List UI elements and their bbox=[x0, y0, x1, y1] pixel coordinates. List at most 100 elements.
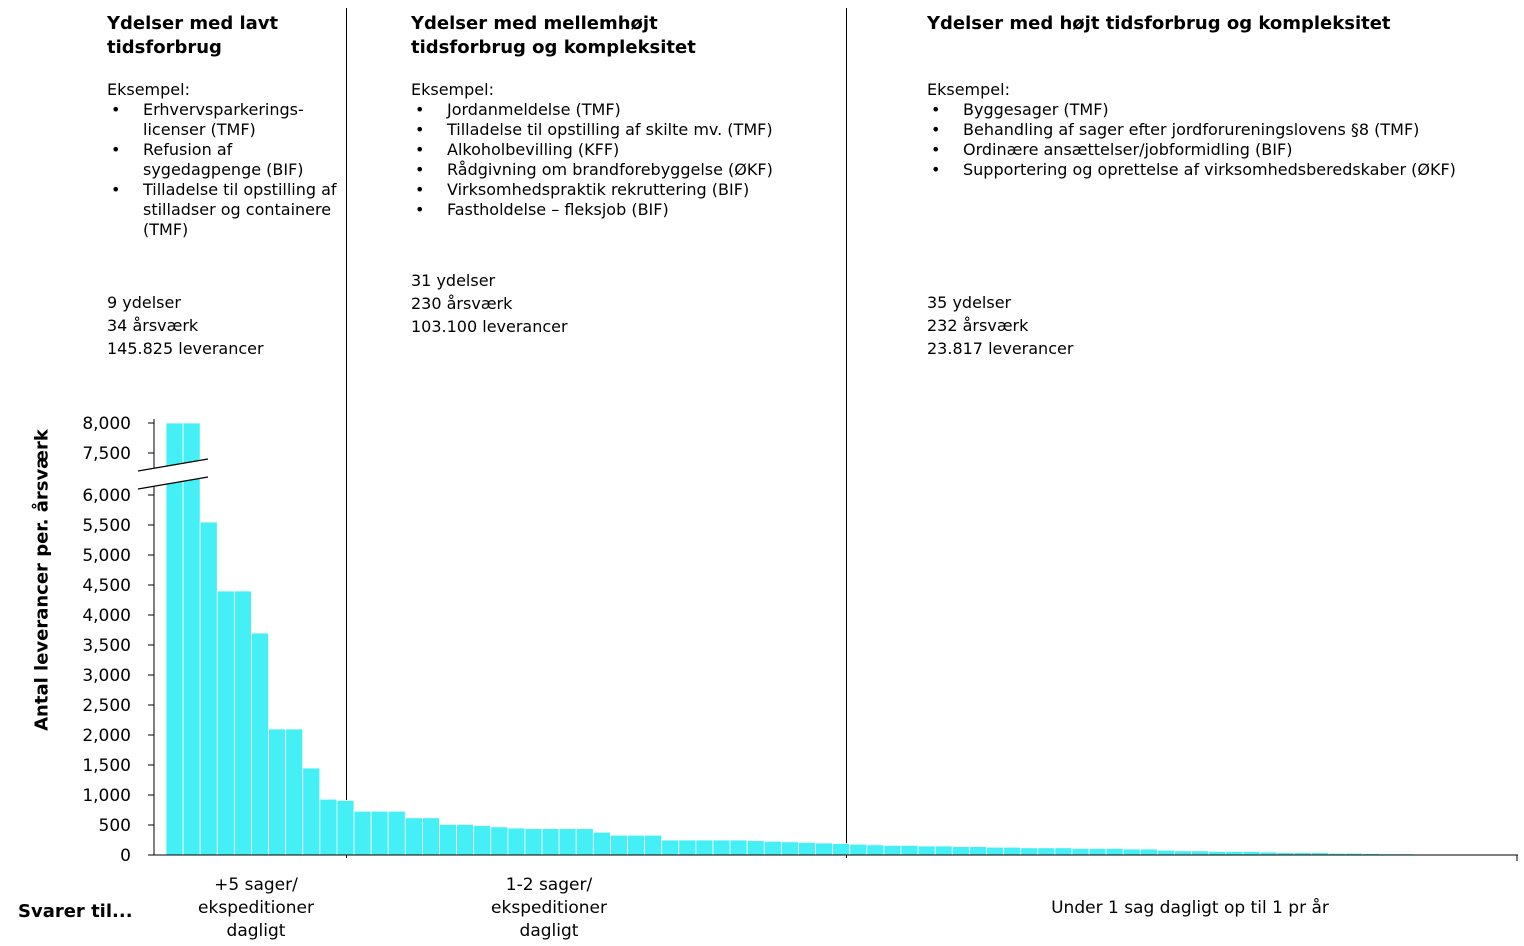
bar bbox=[644, 834, 663, 856]
bar bbox=[1037, 847, 1056, 856]
column-low-stats: 9 ydelser 34 årsværk 145.825 leverancer bbox=[107, 291, 264, 360]
stat-leverancer: 23.817 leverancer bbox=[927, 339, 1074, 358]
stat-leverancer: 145.825 leverancer bbox=[107, 339, 264, 358]
stat-leverancer: 103.100 leverancer bbox=[411, 317, 568, 336]
stat-aarsvaerk: 230 årsværk bbox=[411, 294, 513, 313]
bar bbox=[1071, 848, 1090, 856]
example-item: Behandling af sager efter jordforurening… bbox=[927, 120, 1517, 140]
y-tick-label: 2,500 bbox=[82, 696, 131, 716]
bar bbox=[1105, 848, 1124, 856]
bar bbox=[866, 844, 885, 856]
bar bbox=[1003, 846, 1022, 856]
example-item: Tilladelse til opstilling af stilladser … bbox=[107, 180, 337, 240]
bar bbox=[951, 846, 970, 856]
bar bbox=[968, 846, 987, 856]
axis-break-line bbox=[137, 476, 209, 490]
bar bbox=[285, 728, 304, 856]
stat-aarsvaerk: 34 årsværk bbox=[107, 316, 199, 335]
y-tick-label: 3,000 bbox=[82, 666, 131, 686]
y-tick-label: 1,000 bbox=[82, 786, 131, 806]
bar bbox=[507, 827, 526, 856]
bar bbox=[319, 798, 338, 856]
y-tick-label: 6,000 bbox=[82, 486, 131, 506]
example-item: Refusion af sygedagpenge (BIF) bbox=[107, 140, 337, 180]
example-item: Fastholdelse – fleksjob (BIF) bbox=[411, 200, 831, 220]
bar bbox=[934, 845, 953, 856]
bar bbox=[558, 828, 577, 856]
bar bbox=[849, 843, 868, 856]
column-low-examples: Erhvervsparkerings-licenser (TMF) Refusi… bbox=[107, 100, 337, 240]
y-axis-label: Antal leverancer per. årsværk bbox=[31, 429, 53, 731]
bar bbox=[165, 422, 184, 856]
column-high: Ydelser med højt tidsforbrug og kompleks… bbox=[927, 12, 1517, 180]
bar bbox=[439, 824, 457, 856]
bar bbox=[302, 767, 321, 856]
axis-break-line bbox=[137, 458, 209, 472]
example-item: Byggesager (TMF) bbox=[927, 100, 1517, 120]
bar bbox=[592, 831, 611, 856]
bar bbox=[780, 841, 799, 856]
bar bbox=[199, 521, 218, 856]
bottom-label-low: +5 sager/ ekspeditioner dagligt bbox=[166, 874, 346, 943]
bar bbox=[815, 842, 834, 856]
bottom-label-line: dagligt bbox=[226, 921, 286, 941]
bar bbox=[541, 828, 560, 856]
bar bbox=[1054, 847, 1073, 856]
bar bbox=[763, 840, 782, 856]
example-item: Virksomhedspraktik rekruttering (BIF) bbox=[411, 180, 831, 200]
bar bbox=[1242, 851, 1261, 856]
bar bbox=[883, 845, 902, 856]
bar bbox=[900, 845, 919, 856]
bar bbox=[421, 817, 440, 856]
column-medium: Ydelser med mellemhøjt tidsforbrug og ko… bbox=[411, 12, 831, 220]
stat-ydelser: 35 ydelser bbox=[927, 293, 1012, 312]
example-item: Jordanmeldelse (TMF) bbox=[411, 100, 831, 120]
column-low-heading: Ydelser med lavt tidsforbrug bbox=[107, 13, 279, 58]
divider-low-medium bbox=[346, 8, 347, 858]
column-medium-example-label: Eksempel: bbox=[411, 80, 494, 99]
bar bbox=[1225, 851, 1244, 856]
y-tick-label: 500 bbox=[99, 816, 131, 836]
bar bbox=[712, 839, 731, 856]
bar bbox=[917, 845, 936, 856]
bottom-label-medium: 1-2 sager/ ekspeditioner dagligt bbox=[449, 874, 649, 943]
example-item: Alkoholbevilling (KFF) bbox=[411, 140, 831, 160]
column-high-examples: Byggesager (TMF) Behandling af sager eft… bbox=[927, 100, 1517, 180]
bar bbox=[610, 834, 628, 856]
example-item: Erhvervsparkerings-licenser (TMF) bbox=[107, 100, 337, 140]
bar bbox=[1191, 850, 1210, 856]
stat-aarsvaerk: 232 årsværk bbox=[927, 316, 1029, 335]
bar bbox=[216, 590, 235, 856]
bar bbox=[798, 842, 816, 856]
example-item: Ordinære ansættelser/jobformidling (BIF) bbox=[927, 140, 1517, 160]
y-tick-label: 5,500 bbox=[82, 516, 131, 536]
y-tick-label: 1,500 bbox=[82, 756, 131, 776]
bar bbox=[1208, 851, 1227, 856]
y-tick-label: 4,000 bbox=[82, 606, 131, 626]
bar bbox=[678, 839, 697, 856]
example-item: Rådgivning om brandforebyggelse (ØKF) bbox=[411, 160, 831, 180]
y-tick-label: 0 bbox=[120, 846, 131, 866]
y-tick-label: 2,000 bbox=[82, 726, 131, 746]
bar bbox=[661, 839, 680, 856]
bar bbox=[1157, 849, 1175, 856]
y-tick-label: 8,000 bbox=[82, 414, 131, 434]
bar bbox=[1088, 848, 1107, 856]
bar bbox=[353, 810, 372, 856]
bar bbox=[1020, 847, 1039, 856]
bar bbox=[1139, 848, 1158, 856]
bar bbox=[404, 817, 423, 856]
column-low: Ydelser med lavt tidsforbrug Eksempel: E… bbox=[107, 12, 337, 240]
bar bbox=[473, 825, 492, 856]
bar bbox=[456, 824, 475, 856]
bar bbox=[575, 828, 594, 856]
bottom-label-line: Under 1 sag dagligt op til 1 pr år bbox=[1051, 898, 1329, 918]
bottom-prefix: Svarer til... bbox=[18, 901, 133, 922]
y-tick-label: 7,500 bbox=[82, 444, 131, 464]
column-high-heading: Ydelser med højt tidsforbrug og kompleks… bbox=[927, 13, 1391, 34]
column-high-example-label: Eksempel: bbox=[927, 80, 1010, 99]
bar bbox=[490, 826, 509, 856]
stat-ydelser: 9 ydelser bbox=[107, 293, 181, 312]
column-medium-examples: Jordanmeldelse (TMF) Tilladelse til opst… bbox=[411, 100, 831, 220]
bar bbox=[746, 840, 765, 856]
